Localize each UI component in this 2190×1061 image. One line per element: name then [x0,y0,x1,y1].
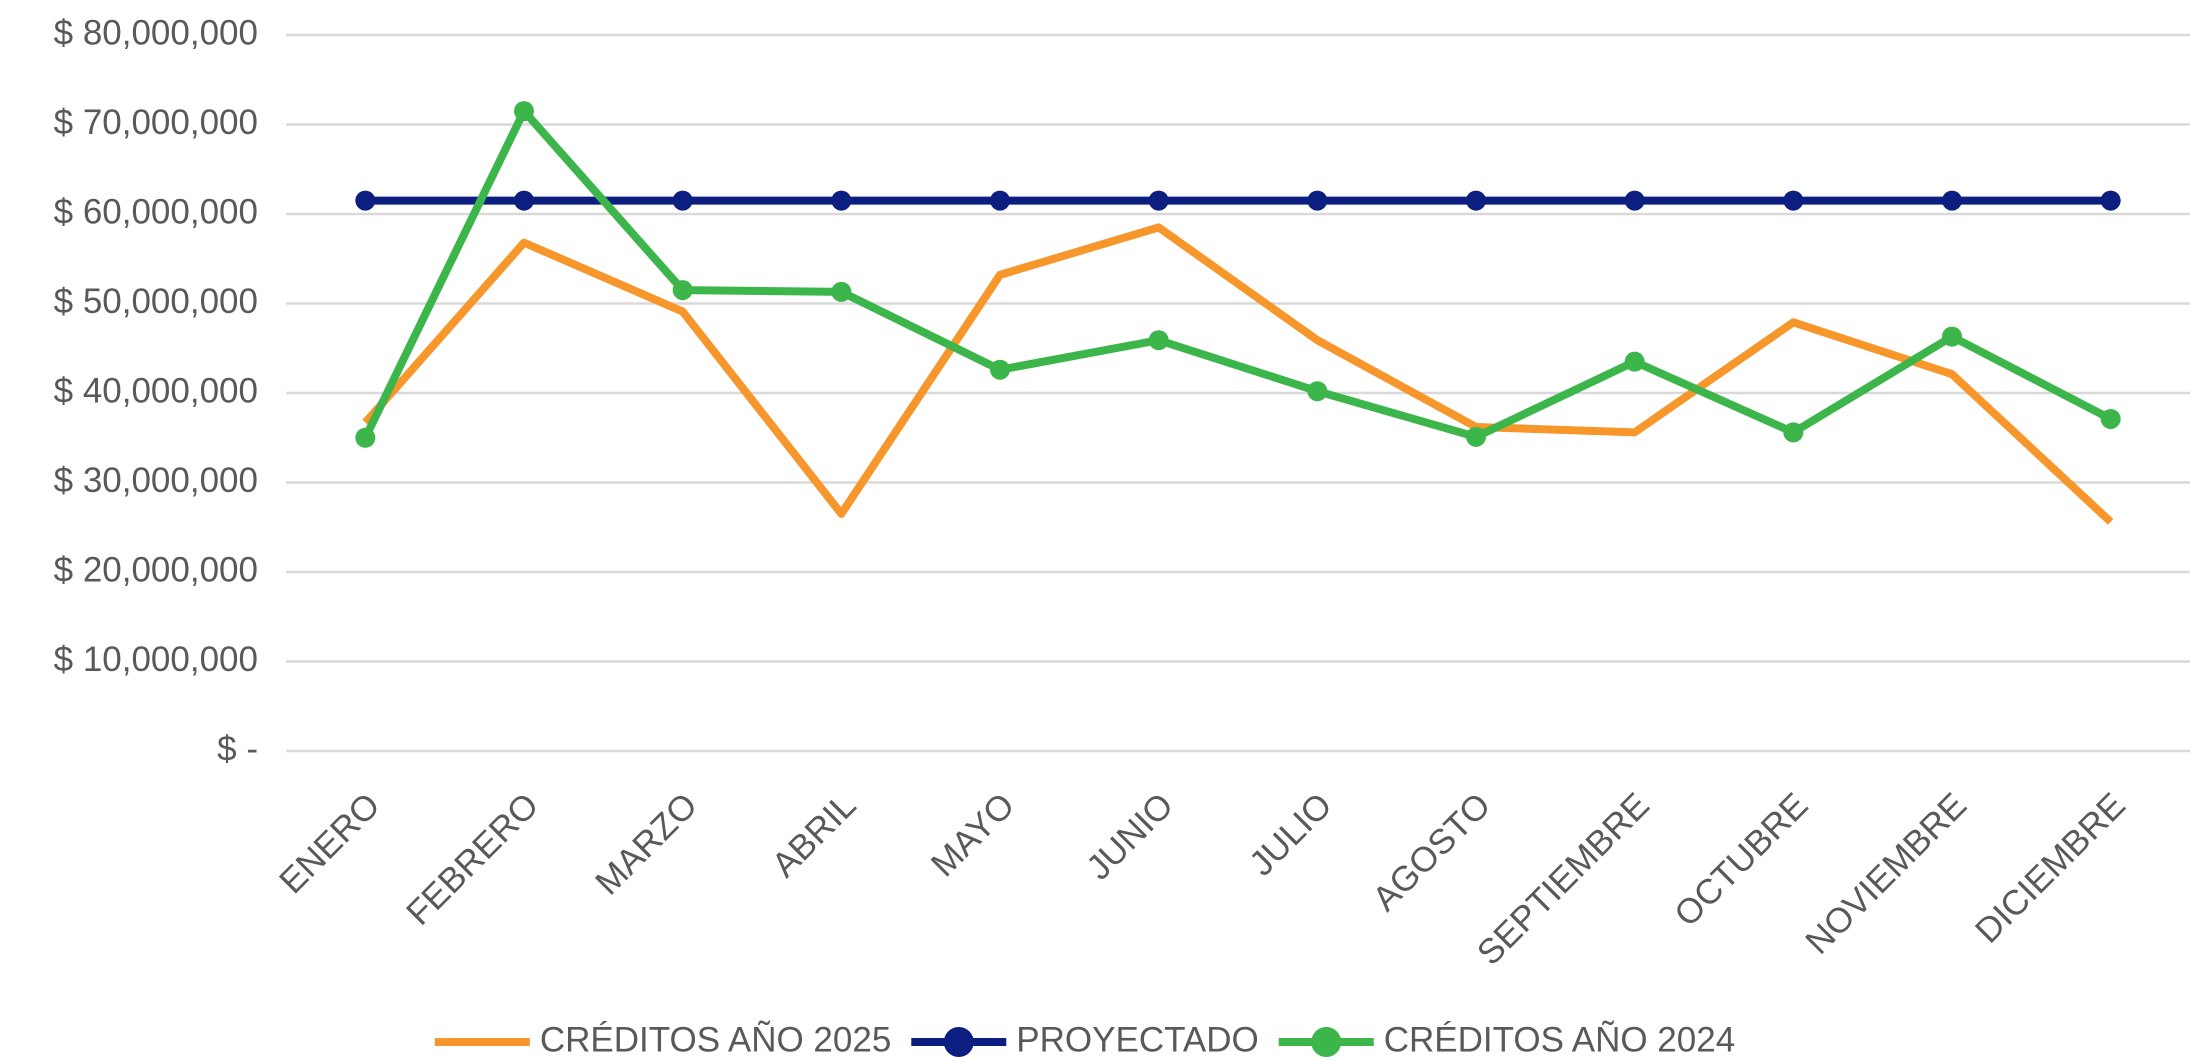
marker [990,359,1010,380]
marker [1624,190,1645,211]
marker [990,190,1010,211]
marker [1783,190,1804,211]
legend-marker [943,1027,974,1057]
y-tick-label: $ 30,000,000 [54,461,258,500]
marker [1942,190,1962,211]
x-tick-label: FEBRERO [399,786,546,933]
marker [2100,408,2121,429]
marker [514,190,534,211]
marker [831,281,852,302]
y-tick-label: $ 10,000,000 [54,640,258,679]
series-line [362,223,2114,525]
marker [1148,330,1169,351]
marker [1783,422,1804,443]
marker [1466,426,1486,447]
x-tick-label: NOVIEMBRE [1798,786,1974,962]
x-tick-label: JULIO [1242,786,1340,884]
marker [1466,190,1486,211]
y-tick-label: $ 60,000,000 [54,192,258,231]
y-tick-label: $ 70,000,000 [54,103,258,142]
marker [672,190,693,211]
marker [514,101,534,122]
marker [2100,190,2121,211]
y-tick-label: $ 80,000,000 [54,13,258,52]
marker [355,190,376,211]
marker [1942,326,1962,347]
y-tick-label: $ 20,000,000 [54,550,258,589]
legend-label: PROYECTADO [1016,1020,1258,1059]
marker [1148,190,1169,211]
marker [672,280,693,301]
x-tick-label: OCTUBRE [1667,786,1816,935]
series-line [361,107,2113,441]
x-tick-label: MARZO [588,786,705,903]
legend-label: CRÉDITOS AÑO 2024 [1384,1020,1735,1059]
y-tick-label: $ 40,000,000 [54,371,258,410]
legend-marker [1311,1027,1342,1057]
legend-label: CRÉDITOS AÑO 2025 [540,1020,891,1059]
marker [1307,190,1328,211]
y-tick-label: $ - [217,729,258,768]
y-tick-label: $ 50,000,000 [54,282,258,321]
x-tick-label: DICIEMBRE [1968,786,2133,951]
marker [1624,351,1645,372]
x-tick-label: ABRIL [764,786,863,885]
x-tick-label: MAYO [924,786,1023,885]
x-tick-label: SEPTIEMBRE [1470,786,1657,973]
marker [831,190,852,211]
marker [355,427,376,448]
x-tick-label: ENERO [272,786,388,902]
marker [1307,381,1328,402]
x-tick-label: JUNIO [1079,786,1181,888]
x-tick-label: AGOSTO [1365,786,1498,919]
